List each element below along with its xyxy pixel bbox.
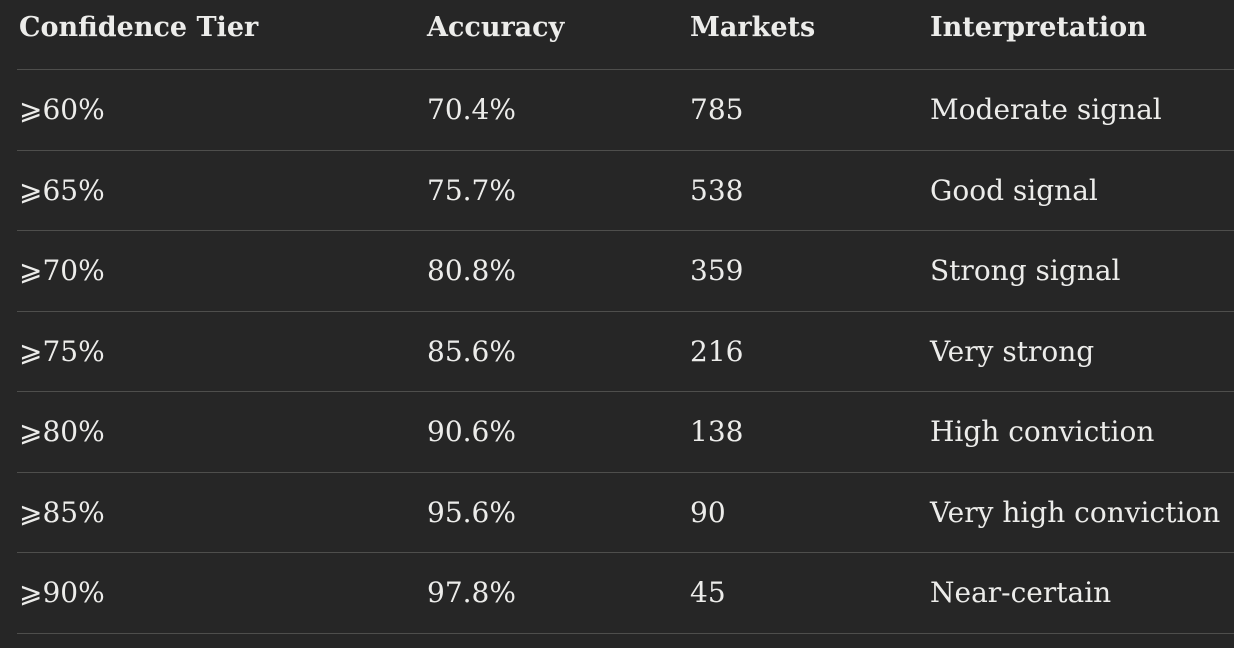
interpretation-cell: Strong signal — [930, 254, 1121, 288]
markets-cell: 359 — [690, 254, 744, 288]
table-row: ⩾80% 90.6% 138 High conviction — [17, 392, 1234, 473]
table-row: ⩾75% 85.6% 216 Very strong — [17, 312, 1234, 392]
markets-cell: 216 — [690, 334, 744, 368]
interpretation-cell: Near-certain — [930, 576, 1112, 610]
interpretation-cell: Very strong — [930, 334, 1095, 368]
interpretation-cell: High conviction — [930, 415, 1155, 449]
header-accuracy: Accuracy — [427, 12, 565, 43]
markets-cell: 785 — [690, 93, 744, 127]
interpretation-cell: Good signal — [930, 173, 1098, 207]
table-row: ⩾90% 97.8% 45 Near-certain — [17, 553, 1234, 634]
tier-cell: ⩾60% — [19, 93, 105, 127]
tier-cell: ⩾70% — [19, 254, 105, 288]
header-confidence-tier: Confidence Tier — [19, 12, 259, 43]
markets-cell: 45 — [690, 576, 726, 610]
accuracy-cell: 95.6% — [427, 495, 516, 529]
tier-cell: ⩾80% — [19, 415, 105, 449]
accuracy-cell: 97.8% — [427, 576, 516, 610]
tier-cell: ⩾85% — [19, 495, 105, 529]
tier-cell: ⩾75% — [19, 334, 105, 368]
header-interpretation: Interpretation — [930, 12, 1147, 43]
confidence-table: Confidence Tier Accuracy Markets Interpr… — [17, 0, 1234, 634]
accuracy-cell: 75.7% — [427, 173, 516, 207]
interpretation-cell: Moderate signal — [930, 93, 1162, 127]
interpretation-cell: Very high conviction — [930, 495, 1221, 529]
markets-cell: 538 — [690, 173, 744, 207]
header-markets: Markets — [690, 12, 816, 43]
markets-cell: 90 — [690, 495, 726, 529]
tier-cell: ⩾90% — [19, 576, 105, 610]
accuracy-cell: 80.8% — [427, 254, 516, 288]
table-row: ⩾70% 80.8% 359 Strong signal — [17, 231, 1234, 312]
tier-cell: ⩾65% — [19, 173, 105, 207]
markets-cell: 138 — [690, 415, 744, 449]
table-row: ⩾85% 95.6% 90 Very high conviction — [17, 473, 1234, 553]
table-header-row: Confidence Tier Accuracy Markets Interpr… — [17, 0, 1234, 70]
accuracy-cell: 85.6% — [427, 334, 516, 368]
table-row: ⩾60% 70.4% 785 Moderate signal — [17, 70, 1234, 151]
accuracy-cell: 70.4% — [427, 93, 516, 127]
table-row: ⩾65% 75.7% 538 Good signal — [17, 151, 1234, 231]
accuracy-cell: 90.6% — [427, 415, 516, 449]
